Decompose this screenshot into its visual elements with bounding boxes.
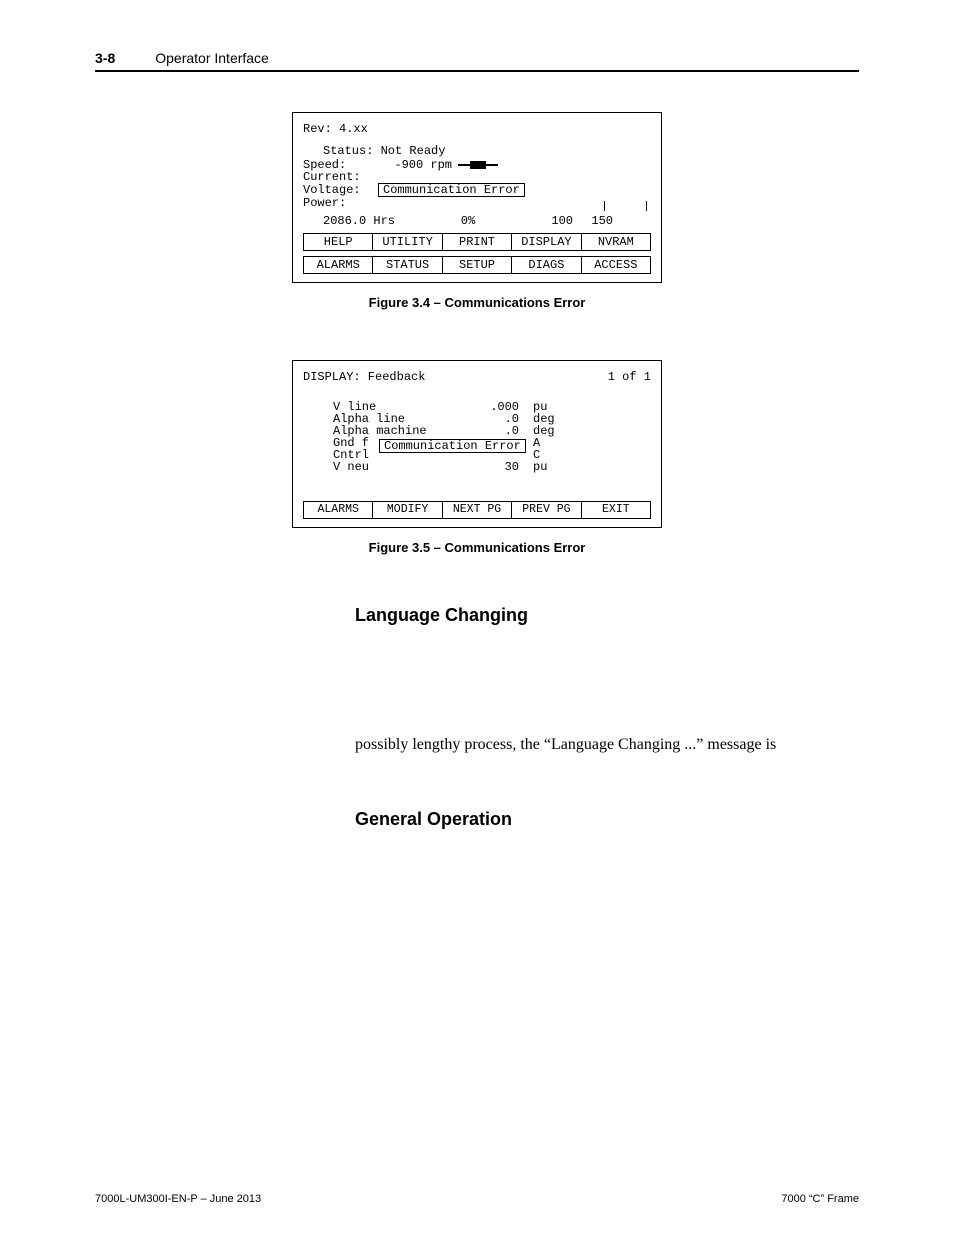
pct-value: 0% [413, 215, 523, 227]
page-header: 3-8 Operator Interface [95, 50, 859, 72]
status-line: Status: Not Ready [303, 145, 651, 157]
scale-100: 100 [523, 215, 573, 227]
footer-right: 7000 “C” Frame [781, 1193, 859, 1205]
scale-ticks [378, 197, 651, 211]
speed-meter [458, 160, 651, 170]
page-number: 3-8 [95, 50, 115, 66]
row-value: .000 [443, 401, 533, 413]
button-row-2: ALARMS STATUS SETUP DIAGS ACCESS [303, 256, 651, 274]
heading-language-changing: Language Changing [355, 605, 859, 626]
alarms-button-2[interactable]: ALARMS [303, 501, 373, 519]
button-row-1: HELP UTILITY PRINT DISPLAY NVRAM [303, 233, 651, 251]
footer-left: 7000L-UM300I-EN-P – June 2013 [95, 1193, 261, 1205]
exit-button[interactable]: EXIT [582, 501, 651, 519]
setup-button[interactable]: SETUP [443, 256, 512, 274]
scale-150: 150 [573, 215, 613, 227]
hours-value: 2086.0 Hrs [303, 215, 413, 227]
voltage-label: Voltage: [303, 184, 378, 196]
print-button[interactable]: PRINT [443, 233, 512, 251]
button-row-3: ALARMS MODIFY NEXT PG PREV PG EXIT [303, 501, 651, 519]
modify-button[interactable]: MODIFY [373, 501, 442, 519]
diags-button[interactable]: DIAGS [512, 256, 581, 274]
power-label: Power: [303, 197, 378, 211]
status-button[interactable]: STATUS [373, 256, 442, 274]
row-label: V neu [333, 461, 443, 473]
heading-general-operation: General Operation [355, 809, 859, 830]
utility-button[interactable]: UTILITY [373, 233, 442, 251]
lcd-screen-1: Rev: 4.xx Status: Not Ready Speed: -900 … [292, 112, 662, 283]
display-title: DISPLAY: Feedback [303, 371, 608, 383]
rev-line: Rev: 4.xx [303, 123, 651, 135]
speed-value: -900 rpm [378, 159, 458, 171]
figure-3-5: DISPLAY: Feedback 1 of 1 V line.000pu Al… [95, 360, 859, 555]
display-button[interactable]: DISPLAY [512, 233, 581, 251]
chapter-title: Operator Interface [155, 50, 269, 66]
body-column: Language Changing possibly lengthy proce… [355, 605, 859, 831]
row-value: .0 [443, 413, 533, 425]
feedback-table: V line.000pu Alpha line.0deg Alpha machi… [303, 401, 651, 473]
next-pg-button[interactable]: NEXT PG [443, 501, 512, 519]
row-unit: deg [533, 425, 593, 437]
row-unit: A [533, 437, 593, 449]
page-of: 1 of 1 [608, 371, 651, 383]
row-value: .0 [443, 425, 533, 437]
row-unit: pu [533, 461, 593, 473]
access-button[interactable]: ACCESS [582, 256, 651, 274]
figure-3-4-caption: Figure 3.4 – Communications Error [369, 295, 586, 310]
comm-error-box: Communication Error [378, 183, 525, 197]
page-footer: 7000L-UM300I-EN-P – June 2013 7000 “C” F… [95, 1193, 859, 1205]
row-value: 30 [443, 461, 533, 473]
alarms-button[interactable]: ALARMS [303, 256, 373, 274]
help-button[interactable]: HELP [303, 233, 373, 251]
nvram-button[interactable]: NVRAM [582, 233, 651, 251]
comm-error-box-2: Communication Error [379, 439, 526, 453]
prev-pg-button[interactable]: PREV PG [512, 501, 581, 519]
para-language-changing: possibly lengthy process, the “Language … [355, 734, 859, 756]
figure-3-4: Rev: 4.xx Status: Not Ready Speed: -900 … [95, 112, 859, 310]
figure-3-5-caption: Figure 3.5 – Communications Error [369, 540, 586, 555]
lcd-screen-2: DISPLAY: Feedback 1 of 1 V line.000pu Al… [292, 360, 662, 528]
current-label: Current: [303, 171, 651, 183]
